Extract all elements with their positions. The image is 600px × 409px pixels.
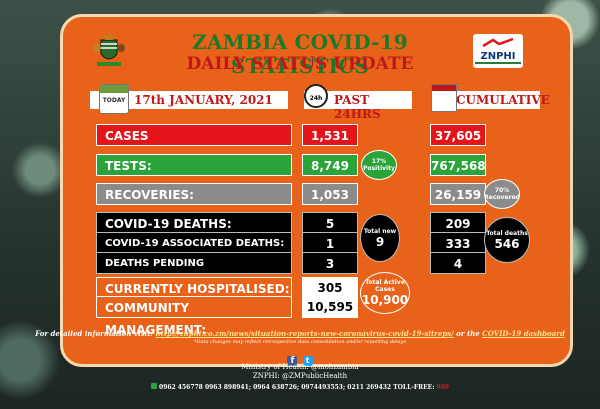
associated-deaths-past-value: 1 bbox=[302, 232, 358, 254]
disclaimer: *Data changes may reflect retrospective … bbox=[193, 339, 406, 345]
tests-label: TESTS: bbox=[96, 154, 292, 176]
deaths-cumulative-value: 209 bbox=[430, 212, 486, 234]
clock-24h-icon: 24h bbox=[304, 84, 328, 108]
associated-deaths-label: COVID-19 ASSOCIATED DEATHS: bbox=[96, 232, 292, 254]
total-new-label: Total new bbox=[363, 227, 397, 235]
znphi-logo-icon bbox=[482, 38, 514, 48]
total-new-deaths-badge: Total new 9 bbox=[360, 214, 400, 262]
past-24hrs-header: PAST 24HRS bbox=[302, 89, 414, 121]
recovered-pct-value: 70% bbox=[494, 187, 510, 194]
tests-past-value: 8,749 bbox=[302, 154, 358, 176]
total-deaths-badge: Total deaths 546 bbox=[484, 217, 530, 263]
hospitalised-value: 305 bbox=[302, 277, 358, 299]
social-icons: f t bbox=[0, 348, 600, 366]
facebook-icon[interactable]: f bbox=[287, 356, 298, 366]
hospitalised-label: CURRENTLY HOSPITALISED: bbox=[96, 277, 292, 299]
toll-free-number: 909 bbox=[436, 384, 450, 391]
twitter-icon[interactable]: t bbox=[302, 356, 313, 366]
cases-cumulative-value: 37,605 bbox=[430, 124, 486, 146]
deaths-past-value: 5 bbox=[302, 212, 358, 234]
pending-deaths-past-value: 3 bbox=[302, 252, 358, 274]
znphi-logo-text: ZNPHI bbox=[480, 51, 516, 62]
total-deaths-label: Total deaths bbox=[486, 229, 528, 237]
recoveries-label: RECOVERIES: bbox=[96, 183, 292, 205]
calendar-icon: TODAY bbox=[99, 84, 129, 114]
cumulative-label: CUMULATIVE bbox=[456, 93, 550, 107]
cumulative-header: CUMULATIVE bbox=[430, 89, 550, 111]
info-link[interactable]: http://znphi.co.zm/news/situation-report… bbox=[155, 329, 454, 338]
znphi-logo: ZNPHI bbox=[473, 34, 523, 68]
recovered-pct-label: Recovered bbox=[484, 194, 520, 201]
dashboard-link[interactable]: COVID-19 dashboard bbox=[482, 329, 565, 338]
community-management-value: 10,595 bbox=[302, 296, 358, 318]
active-cases-value: 10,900 bbox=[361, 293, 409, 307]
coat-of-arms-icon bbox=[93, 34, 125, 66]
recoveries-past-value: 1,053 bbox=[302, 183, 358, 205]
tests-cumulative-value: 767,568 bbox=[430, 154, 486, 176]
recovered-badge: 70% Recovered bbox=[484, 179, 520, 209]
associated-deaths-cumulative-value: 333 bbox=[430, 232, 486, 254]
cases-label: CASES bbox=[96, 124, 292, 146]
calendar-today-label: TODAY bbox=[102, 97, 126, 104]
cumulative-calendar-icon bbox=[431, 84, 457, 112]
recoveries-cumulative-value: 26,159 bbox=[430, 183, 486, 205]
pending-deaths-label: DEATHS PENDING CLASSIFICATION: bbox=[96, 252, 292, 291]
total-new-value: 9 bbox=[375, 234, 385, 249]
positivity-label: Positivity bbox=[363, 165, 395, 172]
cases-past-value: 1,531 bbox=[302, 124, 358, 146]
pending-deaths-cumulative-value: 4 bbox=[430, 252, 486, 274]
active-cases-badge: Total Active Cases 10,900 bbox=[360, 272, 410, 314]
clock-label: 24h bbox=[309, 95, 323, 102]
info-prefix: For detailed information visit: bbox=[35, 329, 154, 338]
community-management-label: COMMUNITY MANAGEMENT: bbox=[96, 296, 292, 337]
page-title: ZAMBIA COVID-19 STATISTICS bbox=[192, 30, 408, 78]
date-box: 17th JANUARY, 2021 bbox=[88, 89, 290, 111]
page-subtitle: DAILY STATUS UPDATE bbox=[186, 54, 414, 74]
date-label: 17th JANUARY, 2021 bbox=[134, 93, 273, 107]
total-deaths-value: 546 bbox=[494, 236, 520, 251]
positivity-value: 17% bbox=[371, 158, 387, 165]
past-24hrs-label: PAST 24HRS bbox=[334, 93, 381, 121]
znphi-handle: ZNPHI: @ZMPublicHealth bbox=[252, 372, 348, 380]
info-line: For detailed information visit: http://z… bbox=[0, 329, 600, 338]
positivity-badge: 17% Positivity bbox=[361, 150, 397, 180]
info-mid: or the bbox=[456, 329, 480, 338]
ministry-handle: Ministry of Health: @mohzambia bbox=[241, 363, 359, 371]
phone-line: 0962 456778 0963 898941; 0964 638726; 09… bbox=[0, 383, 600, 391]
deaths-label: COVID-19 DEATHS: bbox=[96, 212, 292, 234]
znphi-logo-bar bbox=[475, 62, 521, 64]
active-cases-label: Total Active Cases bbox=[365, 279, 405, 293]
phone-numbers: 0962 456778 0963 898941; 0964 638726; 09… bbox=[159, 384, 435, 391]
phone-icon bbox=[150, 383, 157, 389]
